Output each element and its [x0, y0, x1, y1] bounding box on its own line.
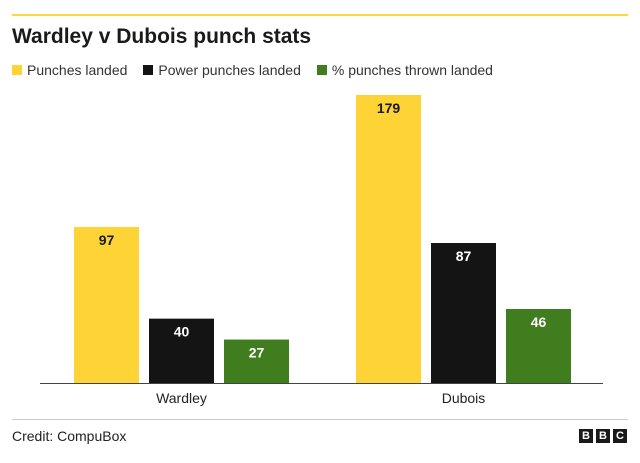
bar-wardley-punches-landed	[74, 226, 139, 383]
chart-title: Wardley v Dubois punch stats	[12, 25, 312, 48]
legend-label-percent-punches-thrown-landed: % punches thrown landed	[331, 62, 493, 78]
legend: Punches landed Power punches landed % pu…	[12, 62, 509, 78]
legend-item-power-punches-landed: Power punches landed	[143, 62, 301, 78]
data-label-wardley-power-punches-landed: 40	[174, 324, 190, 340]
top-accent-rule	[12, 14, 628, 16]
bar-dubois-punches-landed	[356, 95, 421, 383]
bbc-logo-letter: C	[613, 429, 627, 443]
data-label-dubois-punches-landed: 179	[377, 100, 401, 116]
data-label-wardley-punches-landed: 97	[99, 232, 115, 248]
legend-label-punches-landed: Punches landed	[27, 62, 128, 78]
bbc-logo-letter: B	[596, 429, 610, 443]
bar-wardley-percent-punches-thrown-landed	[224, 339, 289, 383]
bbc-logo-letter: B	[579, 429, 593, 443]
legend-item-punches-landed: Punches landed	[12, 62, 127, 78]
legend-swatch-percent-punches-thrown-landed	[316, 65, 327, 75]
bbc-logo: B B C	[579, 429, 627, 443]
legend-label-power-punches-landed: Power punches landed	[158, 62, 301, 78]
data-label-dubois-power-punches-landed: 87	[456, 248, 472, 264]
x-tick-label-wardley: Wardley	[156, 390, 207, 406]
x-tick-label-dubois: Dubois	[442, 390, 486, 406]
credit-text: Credit: CompuBox	[12, 428, 127, 444]
bar-dubois-power-punches-landed	[431, 243, 496, 383]
bar-wardley-power-punches-landed	[149, 318, 214, 383]
data-label-dubois-percent-punches-thrown-landed: 46	[531, 314, 547, 330]
data-label-wardley-percent-punches-thrown-landed: 27	[249, 345, 265, 361]
legend-swatch-power-punches-landed	[143, 65, 154, 75]
bar-dubois-percent-punches-thrown-landed	[506, 308, 571, 383]
legend-item-percent-punches-thrown-landed: % punches thrown landed	[316, 62, 493, 78]
legend-swatch-punches-landed	[12, 65, 22, 75]
